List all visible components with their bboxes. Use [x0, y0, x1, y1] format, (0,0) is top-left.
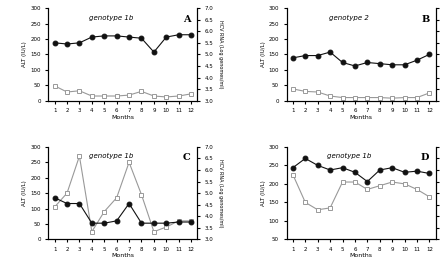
Y-axis label: HCV RNA (Log genomes/ml): HCV RNA (Log genomes/ml) — [218, 20, 224, 89]
Text: B: B — [421, 15, 429, 24]
Text: D: D — [421, 153, 429, 162]
Y-axis label: ALT (IU/L): ALT (IU/L) — [22, 180, 27, 206]
Text: genotype 1b: genotype 1b — [89, 15, 133, 21]
Y-axis label: ALT (IU/L): ALT (IU/L) — [261, 180, 266, 206]
Y-axis label: ALT (IU/L): ALT (IU/L) — [22, 42, 27, 67]
Y-axis label: ALT (IU/L): ALT (IU/L) — [261, 42, 266, 67]
Text: A: A — [183, 15, 191, 24]
X-axis label: Months: Months — [111, 115, 134, 120]
X-axis label: Months: Months — [350, 115, 373, 120]
Text: genotype 2: genotype 2 — [329, 15, 369, 21]
Y-axis label: HCV RNA (Log genomes/ml): HCV RNA (Log genomes/ml) — [218, 159, 224, 227]
X-axis label: Months: Months — [350, 254, 373, 258]
Text: genotype 1b: genotype 1b — [89, 153, 133, 159]
X-axis label: Months: Months — [111, 254, 134, 258]
Text: genotype 1b: genotype 1b — [327, 153, 371, 159]
Text: C: C — [183, 153, 191, 162]
